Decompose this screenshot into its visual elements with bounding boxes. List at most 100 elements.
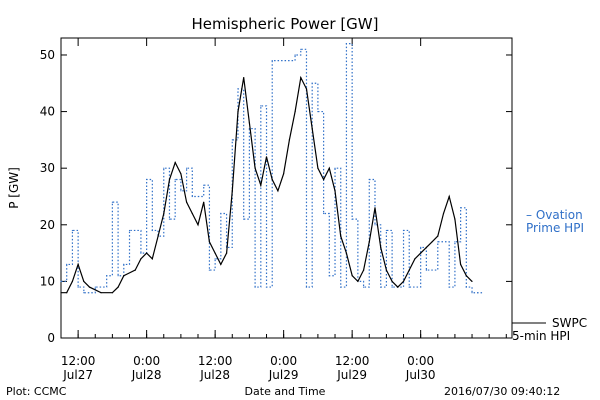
data-point bbox=[311, 128, 313, 130]
data-point bbox=[477, 292, 479, 294]
data-point bbox=[123, 275, 125, 277]
data-point bbox=[186, 167, 188, 169]
y-tick-label: 40 bbox=[40, 105, 55, 119]
data-point bbox=[151, 229, 153, 232]
data-point bbox=[363, 269, 365, 271]
data-point bbox=[94, 286, 96, 288]
y-tick-label: 50 bbox=[40, 48, 55, 62]
data-point bbox=[83, 292, 85, 294]
data-point bbox=[117, 275, 119, 277]
data-point bbox=[294, 111, 296, 113]
plot-credit: Plot: CCMC bbox=[6, 385, 67, 398]
x-tick-label-date: Jul28 bbox=[131, 368, 162, 382]
data-point bbox=[454, 241, 456, 243]
data-point bbox=[60, 280, 62, 282]
data-point bbox=[260, 105, 262, 107]
data-point bbox=[226, 252, 228, 254]
data-point bbox=[168, 178, 171, 181]
data-point bbox=[454, 218, 456, 220]
data-point bbox=[83, 280, 85, 282]
data-point bbox=[77, 263, 79, 265]
x-tick-label-date: Jul29 bbox=[268, 368, 299, 382]
data-point bbox=[111, 292, 113, 294]
data-point bbox=[328, 275, 330, 277]
data-point bbox=[208, 269, 210, 271]
data-point bbox=[368, 241, 370, 243]
data-point bbox=[328, 167, 330, 169]
data-point bbox=[243, 218, 245, 220]
x-tick-label-time: 0:00 bbox=[407, 354, 434, 368]
data-point bbox=[191, 212, 193, 215]
data-point bbox=[214, 252, 216, 254]
plot-timestamp: 2016/07/30 09:40:12 bbox=[444, 385, 560, 398]
data-point bbox=[186, 201, 188, 203]
data-point bbox=[385, 229, 387, 232]
data-point bbox=[340, 286, 342, 288]
x-tick-label-date: Jul28 bbox=[199, 368, 230, 382]
data-point bbox=[300, 77, 302, 79]
data-point bbox=[66, 292, 68, 294]
y-axis: 0 10 20 30 40 50 bbox=[40, 48, 512, 345]
data-point bbox=[106, 275, 108, 277]
x-tick-label-date: Jul27 bbox=[62, 368, 93, 382]
series-ovation-prime-hpi bbox=[61, 43, 483, 294]
data-point bbox=[425, 269, 427, 271]
legend-ovation-line2: Prime HPI bbox=[526, 221, 584, 235]
x-tick-label-time: 0:00 bbox=[270, 354, 297, 368]
x-axis-label: Date and Time bbox=[245, 385, 326, 398]
y-tick-label: 20 bbox=[40, 218, 55, 232]
data-point bbox=[277, 190, 279, 192]
y-tick-label: 30 bbox=[40, 161, 55, 175]
data-point bbox=[254, 167, 256, 169]
data-point bbox=[471, 280, 473, 282]
data-point bbox=[71, 280, 73, 282]
data-point bbox=[305, 88, 308, 90]
legend-swpc-line2: 5-min HPI bbox=[512, 329, 570, 343]
data-point bbox=[140, 258, 142, 260]
data-point bbox=[128, 229, 131, 232]
data-point bbox=[203, 184, 205, 186]
y-tick-label: 0 bbox=[47, 331, 55, 345]
data-point bbox=[323, 212, 325, 215]
data-point bbox=[431, 241, 433, 243]
data-point bbox=[420, 252, 422, 254]
chart-title: Hemispheric Power [GW] bbox=[192, 15, 379, 33]
data-point bbox=[442, 212, 445, 215]
data-point bbox=[197, 224, 199, 226]
data-point bbox=[420, 246, 422, 248]
series-swpc-5min-hpi bbox=[61, 75, 473, 294]
data-point bbox=[334, 167, 336, 169]
data-point bbox=[437, 235, 439, 237]
series-layer bbox=[60, 43, 483, 294]
data-point bbox=[71, 229, 73, 232]
data-point bbox=[380, 246, 382, 248]
data-point bbox=[340, 235, 342, 237]
data-point bbox=[100, 292, 102, 294]
data-point bbox=[77, 286, 79, 288]
data-point bbox=[254, 286, 256, 288]
data-point bbox=[460, 207, 462, 209]
data-point bbox=[157, 235, 159, 237]
data-point bbox=[391, 280, 393, 282]
data-point bbox=[465, 286, 467, 288]
data-point bbox=[231, 139, 233, 141]
data-point bbox=[231, 190, 233, 192]
data-point bbox=[214, 258, 216, 260]
data-point bbox=[191, 195, 193, 198]
data-point bbox=[351, 275, 353, 277]
data-point bbox=[163, 212, 165, 215]
data-point bbox=[180, 173, 182, 175]
data-point bbox=[123, 263, 125, 265]
data-point bbox=[380, 286, 382, 288]
data-point bbox=[220, 212, 222, 215]
data-point bbox=[465, 275, 467, 277]
data-point bbox=[385, 269, 387, 271]
data-point bbox=[311, 82, 313, 84]
data-point bbox=[317, 167, 319, 169]
data-point bbox=[174, 178, 176, 181]
data-point bbox=[174, 161, 176, 164]
data-point bbox=[237, 111, 239, 113]
data-point bbox=[265, 156, 268, 158]
y-axis-label: P [GW] bbox=[7, 167, 21, 209]
